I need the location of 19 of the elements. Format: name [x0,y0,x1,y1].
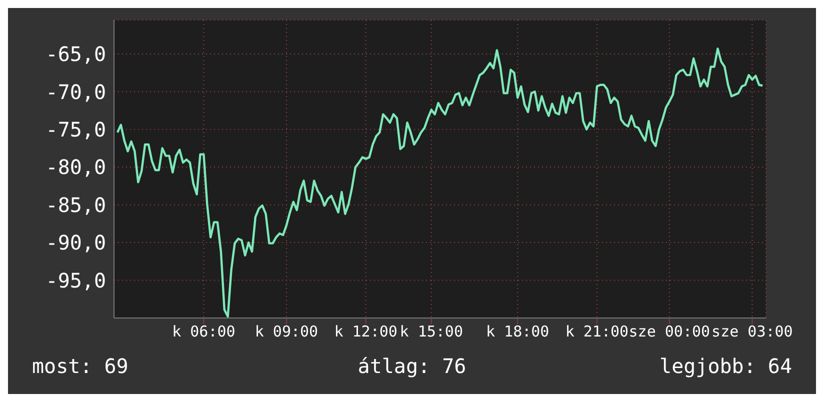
text: legjobb: 64 [658,354,792,378]
x-tick-label: sze 00:00 [628,322,710,341]
text: átlag: 76 [356,354,468,378]
y-tick-label: -75,0 [46,117,106,142]
y-tick-label: -70,0 [46,80,106,104]
y-tick-label: -80,0 [46,155,106,180]
y-tick-label: -65,0 [46,42,106,66]
x-tick-label: k 09:00 [254,322,318,341]
x-tick-label: sze 03:00 [712,322,793,341]
y-tick-label: -85,0 [46,192,106,217]
x-tick-label: k 06:00 [172,322,236,341]
x-tick-label: k 15:00 [400,322,463,341]
line-series [116,48,764,318]
x-tick-label: k 12:00 [334,322,398,341]
text: most: 69 [32,354,130,378]
x-tick-label: k 18:00 [486,322,550,341]
y-tick-label: -95,0 [46,268,106,292]
y-tick-label: -90,0 [46,230,106,255]
x-tick-label: k 21:00 [565,322,629,341]
